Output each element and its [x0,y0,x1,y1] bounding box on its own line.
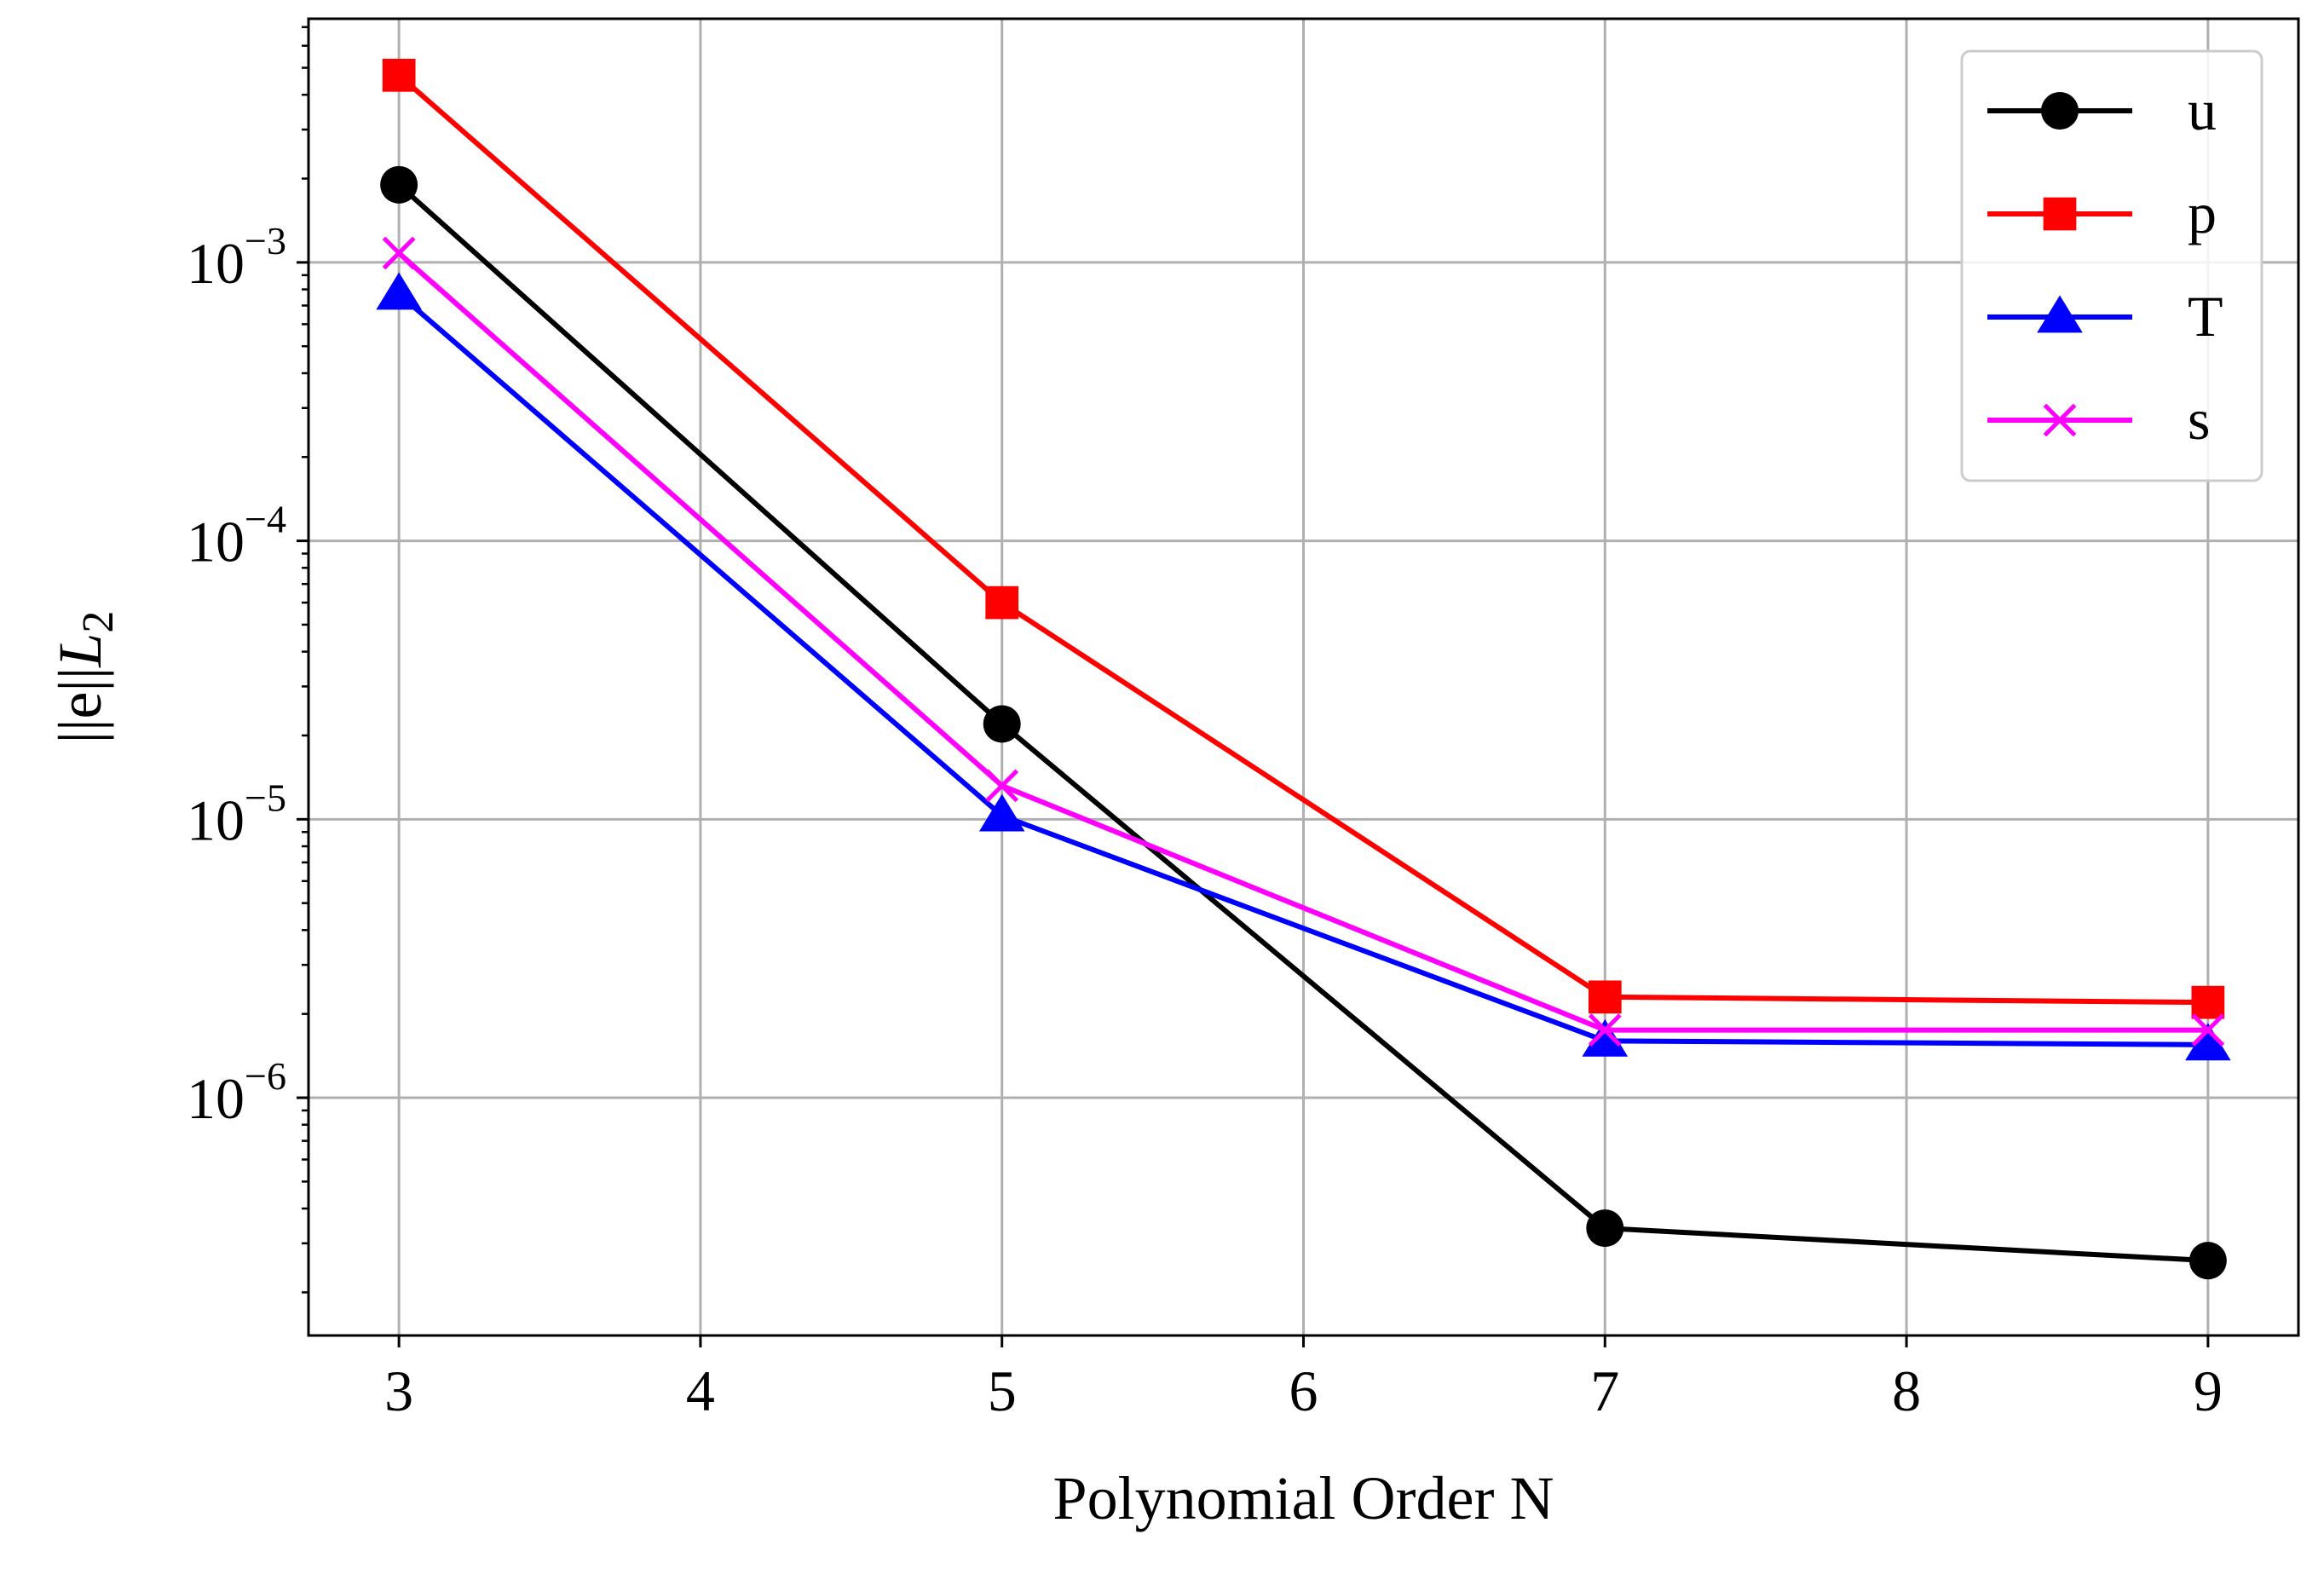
series-T [376,272,2231,1061]
legend-label: p [2188,181,2217,245]
y-axis-label-var: L [46,633,114,668]
y-tick-label: 10−4 [187,498,286,574]
legend-marker-T [2037,295,2083,333]
series-line-p [397,73,2208,1006]
data-point-u [1586,1209,1624,1248]
x-tick-label: 4 [686,1358,715,1423]
data-point-T [376,272,422,310]
y-tick-label: 10−5 [187,776,286,852]
data-point-u [983,705,1021,743]
axis-ticks: 3 4 5 6 7 8 9 10−6 10−5 10−4 10−3 [187,26,2223,1423]
legend-item-p: p [1987,181,2217,245]
series-group [376,58,2231,1280]
y-axis-label: ||e||L2 [46,611,123,744]
series-line-s [397,251,2208,1033]
series-line-u [397,182,2209,1264]
data-point-T [1582,1018,1629,1057]
legend-label: T [2188,284,2223,349]
legend-item-s: s [1987,387,2210,452]
x-tick-label: 5 [988,1358,1017,1423]
data-point-T [978,793,1025,832]
x-tick-label: 8 [1892,1358,1921,1423]
legend-marker-s [2043,403,2077,437]
data-point-p [985,585,1019,620]
x-tick-label: 7 [1590,1358,1619,1423]
legend-label: u [2188,78,2217,142]
data-point-T [2185,1023,2231,1061]
legend-item-u: u [1987,78,2217,142]
data-point-u [2188,1242,2227,1280]
legend-label: s [2188,387,2210,452]
legend-marker-p [2043,197,2077,231]
svg-text:||e||L2: ||e||L2 [46,611,123,744]
series-line-T [397,291,2208,1047]
x-tick-label: 6 [1289,1358,1318,1423]
x-tick-label: 9 [2194,1358,2223,1423]
series-u [380,165,2227,1280]
legend-box [1960,49,2263,482]
legend-item-T: T [1987,284,2223,349]
data-point-p [382,58,416,92]
y-axis-label-index: 2 [74,611,123,633]
data-point-s [2191,1013,2225,1047]
y-axis-label-base: ||e|| [46,667,114,744]
series-p [382,58,2225,1019]
x-tick-label: 3 [384,1358,413,1423]
data-point-s [985,769,1019,803]
data-point-s [382,236,416,270]
series-s [382,236,2225,1047]
y-tick-label: 10−3 [187,219,286,296]
legend-marker-u [2041,92,2079,130]
data-point-p [2191,985,2225,1019]
y-tick-label: 10−6 [187,1054,286,1131]
x-axis-label: Polynomial Order N [1053,1464,1554,1532]
data-point-s [1588,1013,1622,1047]
data-point-p [1588,980,1622,1014]
data-point-u [380,165,418,204]
